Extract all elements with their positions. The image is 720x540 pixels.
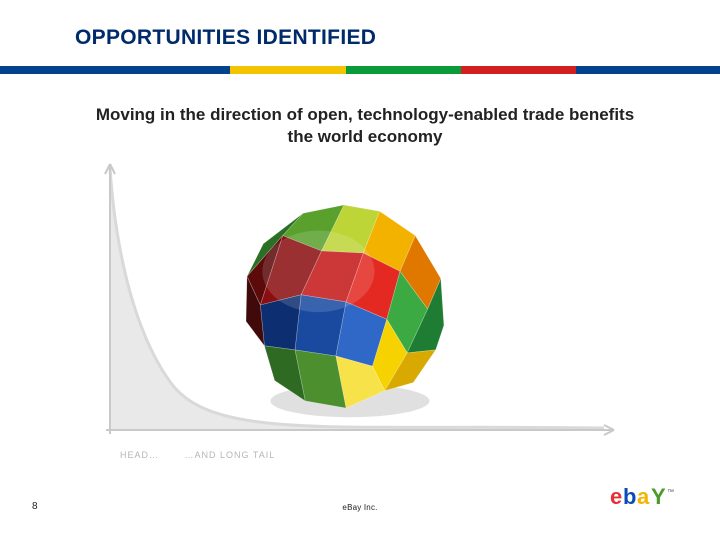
- svg-text:Y: Y: [651, 484, 666, 509]
- svg-text:a: a: [637, 484, 650, 509]
- slide-title: OPPORTUNITIES IDENTIFIED: [75, 26, 720, 50]
- divider-segment: [346, 66, 461, 74]
- long-tail-chart: HEAD… …AND LONG TAIL: [92, 162, 628, 458]
- divider-segment: [0, 66, 230, 74]
- svg-text:™: ™: [667, 489, 674, 496]
- axis-label-tail: …AND LONG TAIL: [185, 450, 276, 460]
- axis-labels: HEAD… …AND LONG TAIL: [92, 450, 628, 460]
- divider-segment: [461, 66, 576, 74]
- slide: OPPORTUNITIES IDENTIFIED Moving in the d…: [0, 0, 720, 540]
- chart-svg: [92, 162, 628, 458]
- svg-text:e: e: [610, 484, 622, 509]
- divider-segment: [576, 66, 720, 74]
- svg-text:b: b: [623, 484, 636, 509]
- slide-subtitle: Moving in the direction of open, technol…: [85, 104, 645, 148]
- axis-label-head: HEAD…: [120, 450, 159, 460]
- ebay-logo: ebaY™: [608, 482, 682, 512]
- ebay-logo-svg: ebaY™: [608, 482, 682, 512]
- divider-bar: [0, 66, 720, 74]
- divider-segment: [230, 66, 345, 74]
